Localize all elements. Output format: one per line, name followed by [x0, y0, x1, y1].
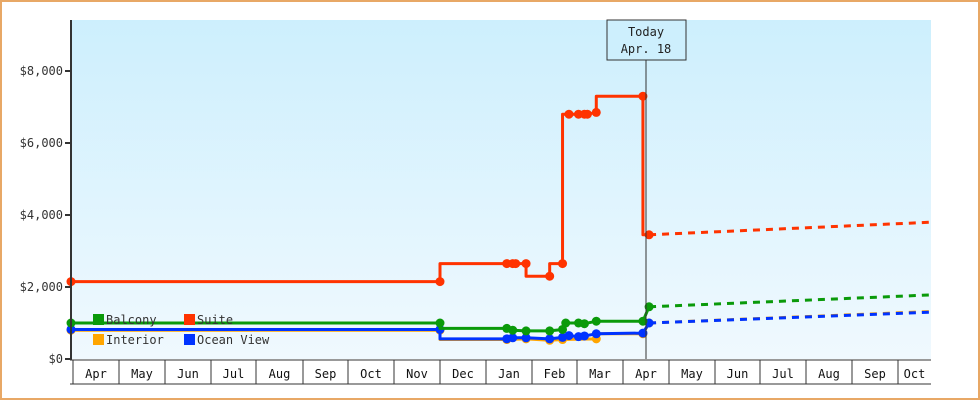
data-point[interactable] [435, 318, 445, 328]
legend-swatch [93, 314, 104, 325]
data-point[interactable] [511, 259, 521, 269]
data-point[interactable] [644, 230, 654, 240]
month-label: Mar [589, 367, 611, 381]
month-label: Apr [85, 367, 107, 381]
data-point[interactable] [435, 277, 445, 287]
month-label: Aug [269, 367, 291, 381]
x-axis [70, 359, 931, 385]
data-point[interactable] [638, 316, 648, 326]
data-point[interactable] [521, 259, 531, 269]
today-label: Today [628, 25, 664, 39]
month-label: Sep [315, 367, 337, 381]
month-label: Oct [360, 367, 382, 381]
month-label: Dec [452, 367, 474, 381]
month-label: Oct [904, 367, 926, 381]
today-date: Apr. 18 [621, 42, 672, 56]
data-point[interactable] [545, 326, 555, 336]
month-label: Jun [177, 367, 199, 381]
data-point[interactable] [591, 316, 601, 326]
month-label: Nov [406, 367, 428, 381]
data-point[interactable] [591, 329, 601, 339]
month-label: Jun [727, 367, 749, 381]
data-point[interactable] [545, 271, 555, 281]
data-point[interactable] [564, 331, 574, 341]
month-label: Feb [544, 367, 566, 381]
data-point[interactable] [521, 326, 531, 336]
data-point[interactable] [558, 259, 568, 269]
y-tick-label: $6,000 [20, 136, 63, 150]
month-label: Jul [223, 367, 245, 381]
data-point[interactable] [638, 328, 648, 338]
month-labels: Apr May Jun Jul Aug Sep Oct Nov Dec Jan Feb Mar Apr M… [72, 360, 926, 384]
y-tick-label: $4,000 [20, 208, 63, 222]
month-label: Jan [498, 367, 520, 381]
series-layer [66, 91, 932, 345]
month-label: Aug [818, 367, 840, 381]
data-point[interactable] [561, 318, 571, 328]
data-point[interactable] [508, 333, 518, 343]
series-suite [66, 91, 932, 287]
month-label: May [131, 367, 153, 381]
y-axis-ticks: $0 $2,000 $4,000 $6,000 $8,000 [20, 64, 71, 366]
data-point[interactable] [564, 109, 574, 119]
legend-label[interactable]: Suite [197, 313, 233, 327]
data-point[interactable] [545, 334, 555, 344]
legend-swatch [184, 334, 195, 345]
series-balcony [66, 293, 932, 336]
legend-label[interactable]: Ocean View [197, 333, 270, 347]
data-point[interactable] [582, 109, 592, 119]
month-label: Apr [635, 367, 657, 381]
legend-swatch [184, 314, 195, 325]
legend-label[interactable]: Interior [106, 333, 164, 347]
plot-area [71, 20, 931, 359]
y-tick-label: $2,000 [20, 280, 63, 294]
data-point[interactable] [591, 107, 601, 117]
data-point[interactable] [579, 319, 589, 329]
legend: Balcony Suite Interior Ocean View [93, 313, 270, 347]
data-point[interactable] [521, 333, 531, 343]
data-point[interactable] [638, 91, 648, 101]
legend-swatch [93, 334, 104, 345]
data-point[interactable] [644, 302, 654, 312]
y-tick-label: $0 [49, 352, 63, 366]
month-label: May [681, 367, 703, 381]
data-point[interactable] [579, 331, 589, 341]
y-tick-label: $8,000 [20, 64, 63, 78]
data-point[interactable] [508, 325, 518, 335]
month-label: Sep [864, 367, 886, 381]
today-marker: Today Apr. 18 [606, 19, 687, 359]
month-label: Jul [772, 367, 794, 381]
legend-label[interactable]: Balcony [106, 313, 157, 327]
